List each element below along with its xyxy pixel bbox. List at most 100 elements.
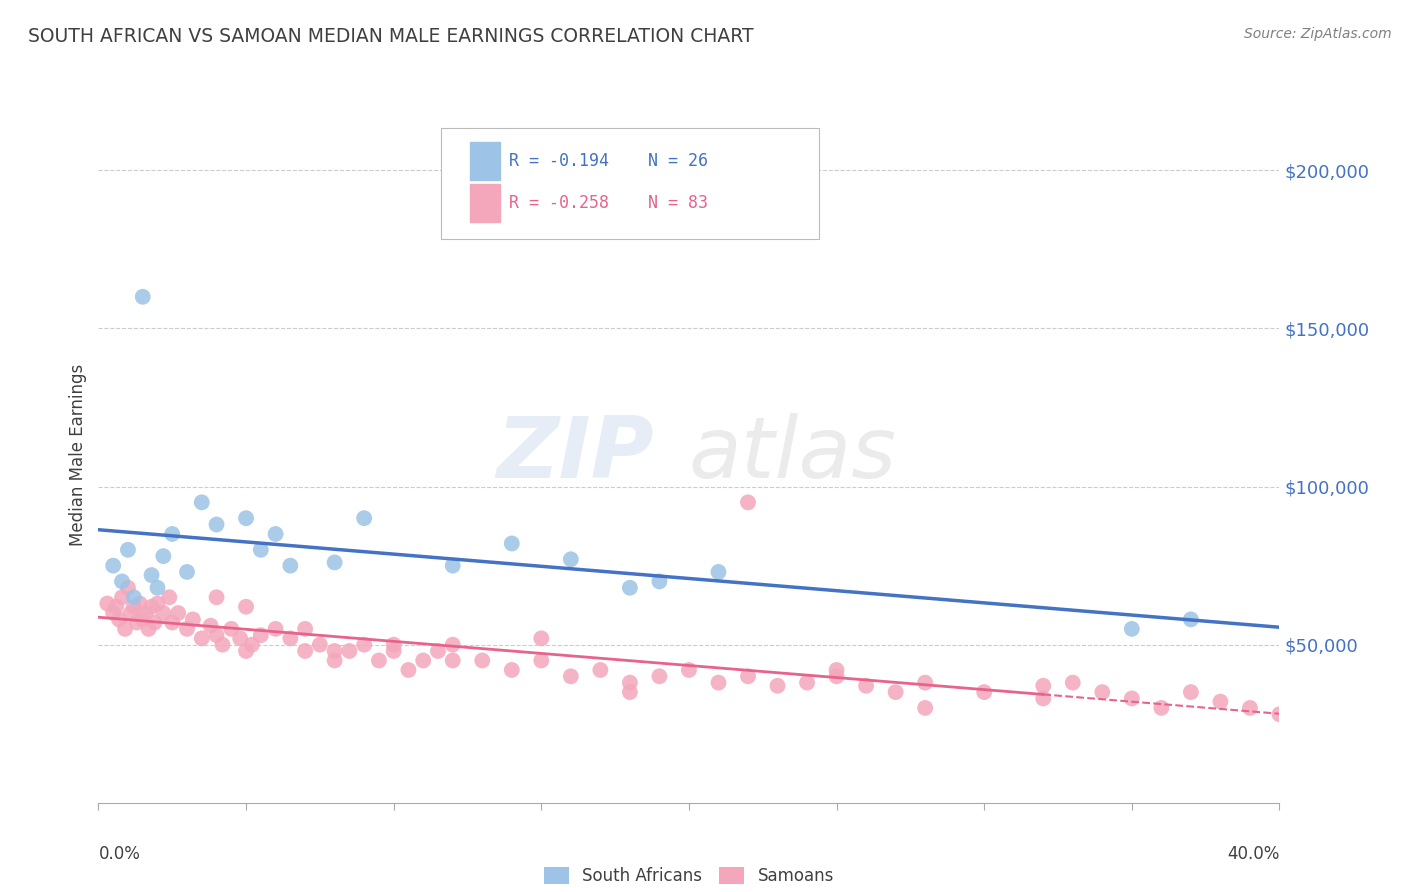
- Point: [1150, 701, 1173, 715]
- Point: [162, 527, 183, 541]
- Point: [1239, 701, 1261, 715]
- Point: [200, 618, 222, 632]
- Point: [914, 675, 936, 690]
- Point: [1209, 695, 1232, 709]
- Legend: South Africans, Samoans: South Africans, Samoans: [537, 861, 841, 892]
- Point: [382, 644, 405, 658]
- Point: [141, 599, 163, 614]
- Point: [128, 597, 150, 611]
- Point: [1121, 691, 1143, 706]
- Y-axis label: Median Male Earnings: Median Male Earnings: [69, 364, 87, 546]
- Bar: [471, 184, 501, 222]
- Point: [914, 701, 936, 715]
- Point: [309, 638, 332, 652]
- Point: [648, 574, 671, 589]
- Point: [191, 495, 214, 509]
- Point: [382, 638, 405, 652]
- Point: [120, 606, 142, 620]
- Point: [96, 597, 118, 611]
- Point: [103, 558, 125, 573]
- Text: SOUTH AFRICAN VS SAMOAN MEDIAN MALE EARNINGS CORRELATION CHART: SOUTH AFRICAN VS SAMOAN MEDIAN MALE EARN…: [28, 27, 754, 45]
- Point: [737, 669, 759, 683]
- Point: [143, 615, 166, 630]
- Point: [560, 669, 582, 683]
- Point: [560, 552, 582, 566]
- Point: [530, 632, 553, 646]
- Point: [441, 638, 464, 652]
- Point: [122, 591, 145, 605]
- Point: [973, 685, 995, 699]
- Point: [648, 669, 671, 683]
- Text: N = 83: N = 83: [648, 194, 707, 212]
- Point: [211, 638, 233, 652]
- Point: [114, 622, 136, 636]
- Point: [855, 679, 877, 693]
- Point: [176, 622, 198, 636]
- Point: [135, 606, 157, 620]
- Point: [530, 653, 553, 667]
- Text: Source: ZipAtlas.com: Source: ZipAtlas.com: [1244, 27, 1392, 41]
- Point: [132, 612, 155, 626]
- Point: [294, 644, 316, 658]
- Text: R = -0.194: R = -0.194: [509, 153, 609, 170]
- Point: [323, 556, 346, 570]
- Point: [427, 644, 450, 658]
- Point: [181, 612, 204, 626]
- Point: [323, 644, 346, 658]
- Point: [205, 517, 228, 532]
- Point: [501, 536, 523, 550]
- Point: [1180, 612, 1202, 626]
- Point: [138, 622, 160, 636]
- Text: 0.0%: 0.0%: [98, 845, 141, 863]
- Point: [125, 615, 148, 630]
- Point: [796, 675, 818, 690]
- Point: [278, 558, 302, 573]
- Point: [250, 542, 273, 557]
- Point: [205, 628, 228, 642]
- Point: [117, 581, 139, 595]
- Text: N = 26: N = 26: [648, 153, 707, 170]
- Bar: [471, 142, 501, 180]
- Point: [766, 679, 789, 693]
- Point: [141, 568, 163, 582]
- Point: [1268, 707, 1291, 722]
- Text: atlas: atlas: [689, 413, 897, 497]
- Point: [353, 638, 375, 652]
- Point: [108, 612, 131, 626]
- Point: [825, 663, 848, 677]
- Point: [619, 685, 641, 699]
- Point: [264, 622, 287, 636]
- Point: [737, 495, 759, 509]
- Point: [339, 644, 360, 658]
- Point: [162, 615, 183, 630]
- Point: [117, 542, 139, 557]
- Text: ZIP: ZIP: [496, 413, 654, 497]
- Point: [264, 527, 287, 541]
- Point: [122, 599, 145, 614]
- Point: [825, 669, 848, 683]
- Point: [219, 622, 242, 636]
- Point: [1091, 685, 1114, 699]
- Point: [152, 606, 174, 620]
- Point: [111, 591, 134, 605]
- Point: [146, 581, 169, 595]
- Point: [471, 653, 494, 667]
- Point: [152, 549, 174, 563]
- Point: [1180, 685, 1202, 699]
- Point: [205, 591, 228, 605]
- Point: [589, 663, 612, 677]
- Point: [294, 622, 316, 636]
- Point: [278, 632, 302, 646]
- Point: [250, 628, 273, 642]
- Point: [229, 632, 252, 646]
- Point: [1121, 622, 1143, 636]
- Point: [323, 653, 346, 667]
- Point: [396, 663, 419, 677]
- Text: 40.0%: 40.0%: [1227, 845, 1279, 863]
- Point: [353, 511, 375, 525]
- Point: [1032, 691, 1054, 706]
- Point: [235, 599, 257, 614]
- Point: [707, 565, 730, 579]
- Point: [157, 591, 180, 605]
- Point: [441, 558, 464, 573]
